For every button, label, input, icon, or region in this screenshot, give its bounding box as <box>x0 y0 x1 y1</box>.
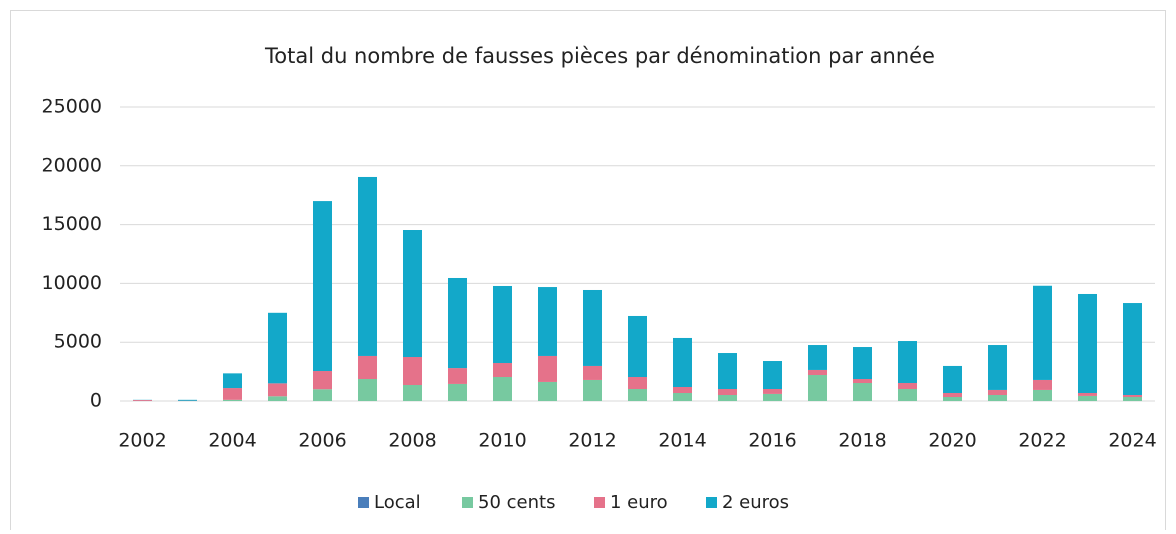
bar-segment <box>943 393 962 397</box>
bar-segment <box>223 373 242 388</box>
y-tick-label: 15000 <box>42 213 102 235</box>
legend-swatch <box>594 497 605 508</box>
bar-segment <box>223 400 242 401</box>
bar-segment <box>223 388 242 400</box>
x-tick-label: 2004 <box>208 430 256 452</box>
bar-segment <box>493 286 512 363</box>
bar-segment <box>1123 303 1142 395</box>
legend-swatch <box>462 497 473 508</box>
x-tick-label: 2024 <box>1108 430 1156 452</box>
bar-segment <box>1078 294 1097 393</box>
bar-segment <box>358 356 377 379</box>
legend-label: 2 euros <box>722 492 789 513</box>
bar-segment <box>403 385 422 401</box>
bar-segment <box>943 397 962 401</box>
bar-segment <box>493 377 512 401</box>
legend-swatch <box>706 497 717 508</box>
y-tick-label: 25000 <box>42 96 102 118</box>
x-tick-label: 2022 <box>1018 430 1066 452</box>
bar-segment <box>448 278 467 368</box>
y-tick-label: 0 <box>90 390 102 412</box>
bar-segment <box>1033 380 1052 390</box>
x-tick-label: 2012 <box>568 430 616 452</box>
bar-segment <box>313 389 332 401</box>
bar-segment <box>763 389 782 394</box>
x-tick-label: 2018 <box>838 430 886 452</box>
y-tick-label: 10000 <box>42 272 102 294</box>
bar-segment <box>808 375 827 401</box>
x-tick-label: 2006 <box>298 430 346 452</box>
bar-segment <box>313 371 332 389</box>
bar-segment <box>943 366 962 393</box>
bar-segment <box>808 370 827 375</box>
bar-segment <box>1123 395 1142 397</box>
bar-segment <box>718 389 737 395</box>
bar-segment <box>403 230 422 357</box>
bar-segment <box>358 379 377 401</box>
x-tick-label: 2014 <box>658 430 706 452</box>
bar-segment <box>628 377 647 389</box>
bar-segment <box>988 345 1007 390</box>
y-tick-label: 20000 <box>42 154 102 176</box>
bar-segment <box>898 389 917 401</box>
legend-label: 50 cents <box>478 492 555 513</box>
bar-segment <box>178 400 197 401</box>
bar-segment <box>538 287 557 356</box>
chart-border <box>11 11 1166 531</box>
bar-segment <box>448 384 467 401</box>
bar-segment <box>673 387 692 393</box>
bar-segment <box>1123 397 1142 401</box>
bar-segment <box>673 393 692 401</box>
bar-segment <box>268 313 287 384</box>
bar-segment <box>403 357 422 385</box>
chart-title: Total du nombre de fausses pièces par dé… <box>264 44 935 68</box>
bar-segment <box>538 356 557 382</box>
legend-label: Local <box>374 492 421 513</box>
bar-segment <box>583 380 602 401</box>
x-tick-label: 2016 <box>748 430 796 452</box>
bar-segment <box>763 361 782 389</box>
bar-segment <box>673 338 692 387</box>
bar-segment <box>763 394 782 401</box>
x-tick-label: 2020 <box>928 430 976 452</box>
bar-segment <box>898 383 917 389</box>
bar-segment <box>358 177 377 356</box>
bar-segment <box>853 347 872 379</box>
bar-segment <box>313 201 332 371</box>
legend-label: 1 euro <box>610 492 668 513</box>
bar-segment <box>628 316 647 377</box>
bar-segment <box>1033 286 1052 380</box>
bar-segment <box>898 341 917 383</box>
legend-swatch <box>358 497 369 508</box>
bar-segment <box>268 383 287 396</box>
x-tick-label: 2010 <box>478 430 526 452</box>
x-tick-label: 2002 <box>118 430 166 452</box>
bar-segment <box>808 345 827 370</box>
bar-segment <box>988 395 1007 401</box>
bar-segment <box>1033 390 1052 401</box>
bar-segment <box>493 363 512 377</box>
bar-segment <box>1078 393 1097 396</box>
bar-segment <box>853 379 872 383</box>
bar-segment <box>583 290 602 366</box>
bar-segment <box>718 395 737 401</box>
bar-segment <box>583 366 602 380</box>
bar-segment <box>538 382 557 401</box>
y-tick-label: 5000 <box>54 331 102 353</box>
bar-segment <box>268 396 287 401</box>
bar-segment <box>853 383 872 401</box>
bar-segment <box>718 353 737 389</box>
x-tick-label: 2008 <box>388 430 436 452</box>
bar-segment <box>1078 396 1097 401</box>
bar-segment <box>988 390 1007 395</box>
bar-segment <box>628 389 647 401</box>
bar-segment <box>448 368 467 384</box>
bar-segment <box>133 400 152 401</box>
